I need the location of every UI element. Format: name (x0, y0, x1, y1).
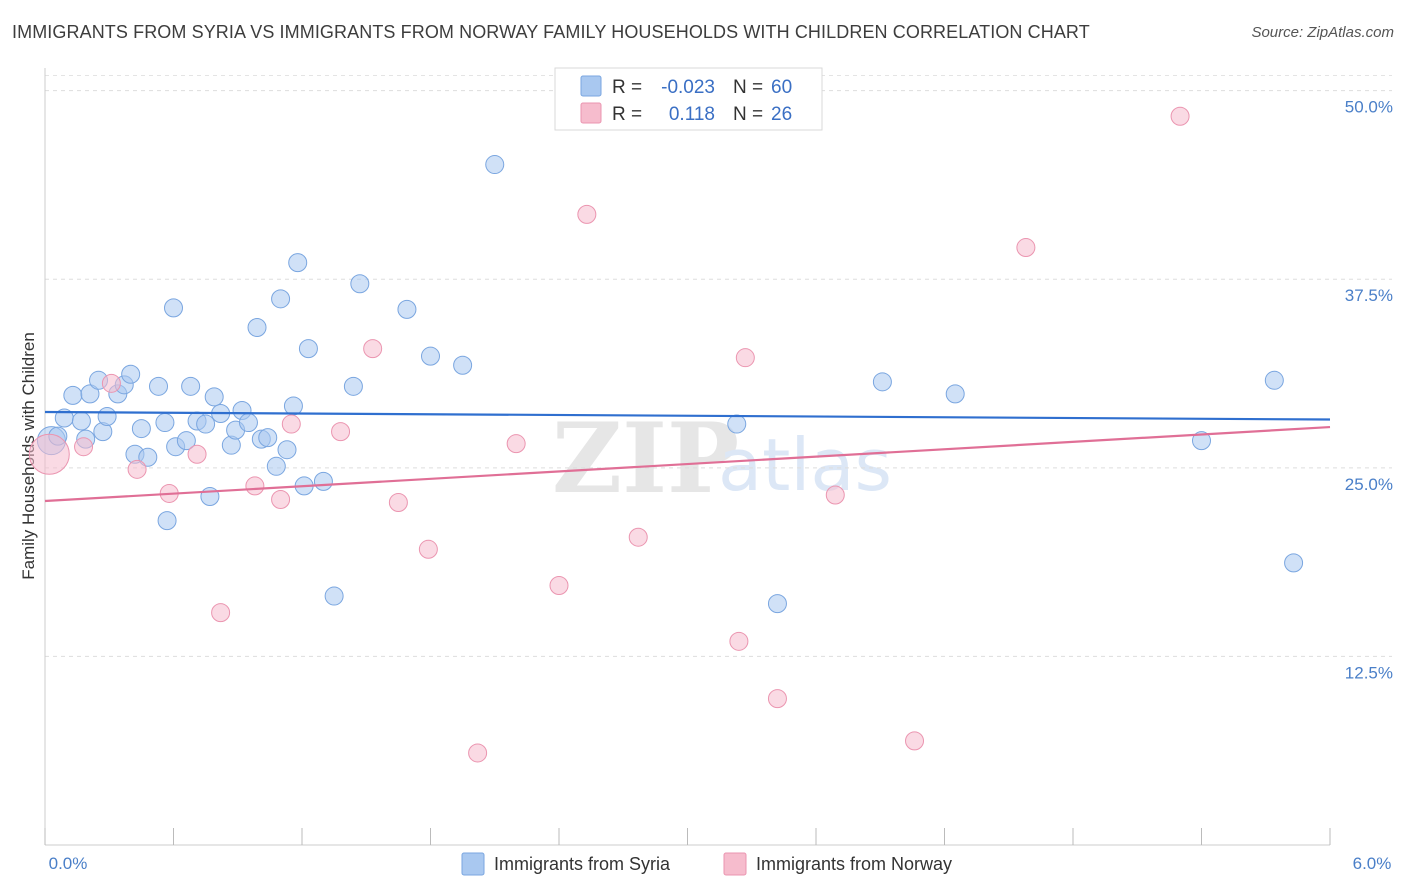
point-norway (101, 373, 121, 393)
point-syria (157, 511, 177, 531)
legend-swatch-norway (723, 852, 747, 876)
point-syria (343, 376, 363, 396)
y-tick-label: 50.0% (1345, 98, 1393, 117)
point-syria (485, 155, 505, 175)
x-tick-label-min: 0.0% (49, 854, 88, 873)
point-norway (74, 437, 94, 457)
point-syria (421, 346, 440, 366)
stats-r-value-syria: -0.023 (661, 77, 715, 98)
point-syria (298, 339, 318, 359)
point-syria (204, 387, 224, 407)
point-syria (727, 414, 747, 434)
point-syria (283, 396, 303, 416)
grid-lines (45, 75, 1392, 657)
stats-box: R = -0.023 N = 60 R = 0.118 N = 26 (554, 67, 823, 131)
point-norway (245, 476, 265, 496)
point-norway (1170, 106, 1190, 126)
point-syria (71, 411, 91, 431)
point-syria (271, 289, 291, 309)
point-norway (468, 743, 488, 763)
y-tick-label: 12.5% (1345, 663, 1393, 682)
stats-swatch-syria (580, 75, 602, 97)
point-syria (324, 586, 344, 606)
point-norway (363, 339, 383, 359)
point-syria (97, 407, 117, 427)
point-norway (729, 631, 749, 651)
point-syria (945, 384, 965, 404)
point-norway (211, 603, 231, 623)
point-norway (271, 489, 291, 509)
legend-label-norway: Immigrants from Norway (756, 854, 952, 874)
point-norway (506, 434, 526, 454)
point-syria (258, 428, 278, 448)
legend: Immigrants from Syria Immigrants from No… (461, 852, 952, 876)
stats-r-label-norway: R = (612, 104, 642, 125)
point-norway (127, 459, 147, 479)
point-syria (1284, 553, 1304, 573)
point-syria (1264, 370, 1284, 390)
point-syria (181, 376, 201, 396)
y-tick-label: 37.5% (1345, 286, 1393, 305)
point-syria (277, 440, 297, 460)
point-syria (397, 299, 417, 319)
point-syria (164, 298, 183, 318)
point-syria (131, 419, 151, 439)
point-syria (80, 384, 100, 404)
point-syria (138, 447, 158, 467)
trend-line-norway (44, 425, 1331, 503)
watermark-atlas: atlas (718, 423, 892, 507)
source-credit: Source: ZipAtlas.com (1251, 24, 1394, 41)
stats-swatch-norway (580, 102, 602, 124)
point-syria (266, 456, 286, 476)
legend-label-syria: Immigrants from Syria (494, 854, 671, 874)
point-syria (247, 318, 267, 338)
x-ticks (44, 828, 1331, 845)
point-norway (825, 485, 845, 505)
point-syria (767, 594, 787, 614)
point-syria (1192, 431, 1211, 451)
point-norway (905, 731, 925, 751)
stats-n-value-norway: 26 (771, 104, 792, 125)
stats-n-value-syria: 60 (771, 77, 792, 98)
y-tick-label: 25.0% (1345, 475, 1393, 494)
point-syria (313, 471, 333, 491)
point-syria (453, 355, 473, 375)
x-tick-label-max: 6.0% (1353, 854, 1392, 873)
point-norway (418, 539, 438, 559)
watermark-zip: ZIP (552, 402, 739, 515)
trend-lines (44, 410, 1331, 503)
point-syria (238, 413, 258, 433)
point-norway (767, 689, 787, 709)
point-norway (1016, 238, 1036, 258)
stats-n-label-norway: N = (733, 104, 763, 125)
stats-n-label-syria: N = (733, 77, 763, 98)
point-syria (196, 414, 216, 434)
point-syria (149, 376, 169, 396)
point-norway (28, 433, 70, 475)
trend-line-syria (44, 410, 1331, 421)
point-norway (549, 575, 569, 595)
data-points (28, 106, 1304, 763)
point-norway (735, 348, 755, 368)
point-syria (288, 253, 308, 273)
stats-r-label-syria: R = (612, 77, 642, 98)
point-norway (331, 422, 351, 442)
point-syria (176, 431, 196, 451)
stats-r-value-norway: 0.118 (669, 104, 715, 125)
point-norway (628, 527, 648, 547)
legend-swatch-syria (461, 852, 485, 876)
point-syria (155, 413, 175, 433)
chart-title: IMMIGRANTS FROM SYRIA VS IMMIGRANTS FROM… (12, 22, 1090, 42)
point-syria (350, 274, 370, 294)
point-syria (63, 385, 83, 405)
point-norway (577, 204, 597, 224)
y-axis-label: Family Households with Children (19, 332, 38, 580)
point-syria (121, 364, 141, 384)
point-norway (187, 444, 207, 464)
point-norway (281, 414, 301, 434)
y-tick-labels: 12.5% 25.0% 37.5% 50.0% (1345, 98, 1393, 683)
point-syria (872, 372, 892, 392)
point-norway (388, 493, 408, 513)
